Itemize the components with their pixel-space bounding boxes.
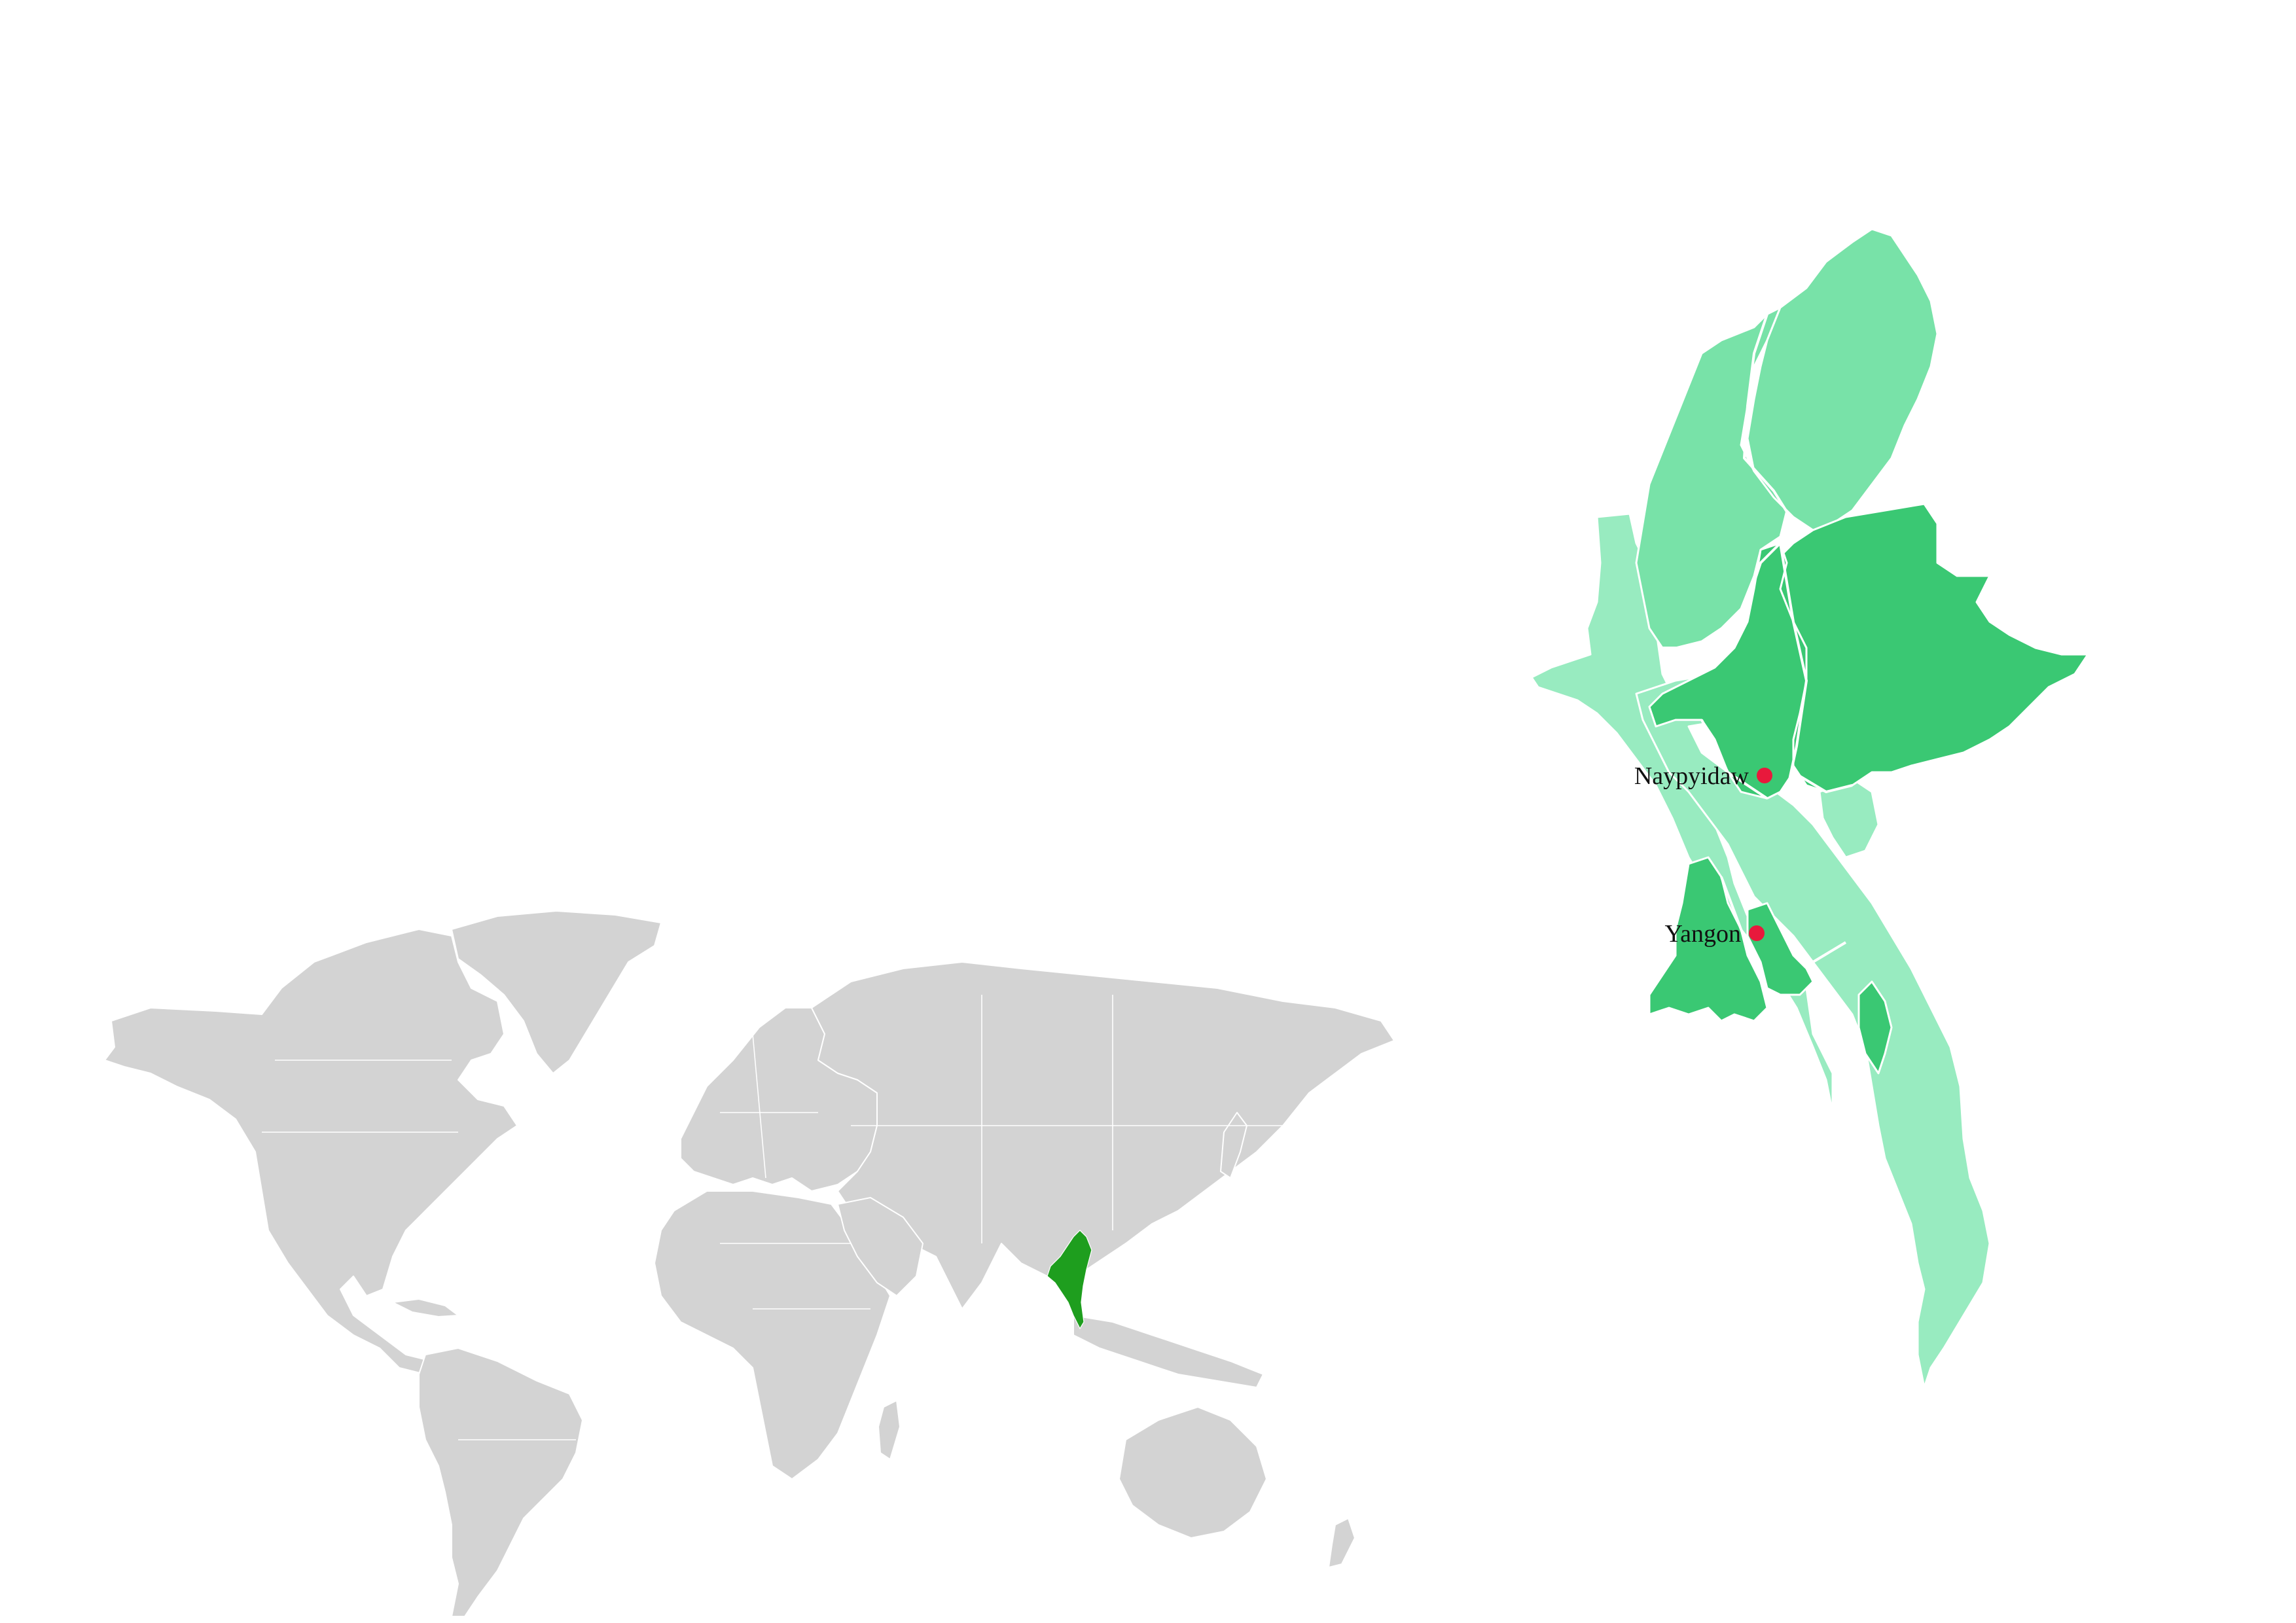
- caribbean-shape: [392, 1298, 459, 1317]
- africa-shape: [654, 1190, 891, 1480]
- asia-shape: [811, 961, 1395, 1310]
- madagascar-shape: [878, 1400, 901, 1460]
- city-marker-yangon: Yangon: [1664, 920, 1765, 948]
- world-highlighted-country: [1047, 1230, 1092, 1330]
- region-south-east-dark: [1746, 902, 1814, 996]
- country-detail-map: Naypyidaw Yangon: [1530, 228, 2089, 1389]
- world-country-borders: [262, 995, 1283, 1440]
- region-south-patch-dark: [1857, 980, 1893, 1075]
- region-east-dark: [1779, 503, 2089, 793]
- city-dot-yangon: [1749, 925, 1765, 941]
- city-label-yangon: Yangon: [1664, 920, 1741, 948]
- city-marker-naypyidaw: Naypyidaw: [1634, 762, 1772, 790]
- southeast-asia-islands-shape: [1073, 1315, 1264, 1388]
- japan-shape: [1220, 1112, 1247, 1179]
- new-zealand-shape: [1328, 1518, 1355, 1568]
- region-division-lines: [1662, 313, 1867, 995]
- city-dot-naypyidaw: [1757, 768, 1772, 783]
- greenland-shape: [451, 910, 662, 1074]
- north-america-shape: [104, 929, 518, 1375]
- world-map: [104, 910, 1395, 1617]
- south-america-shape: [418, 1347, 583, 1617]
- city-label-naypyidaw: Naypyidaw: [1634, 762, 1749, 790]
- region-south-delta-dark: [1648, 856, 1768, 1022]
- australia-shape: [1119, 1406, 1267, 1539]
- region-north-east-medium: [1746, 228, 1939, 531]
